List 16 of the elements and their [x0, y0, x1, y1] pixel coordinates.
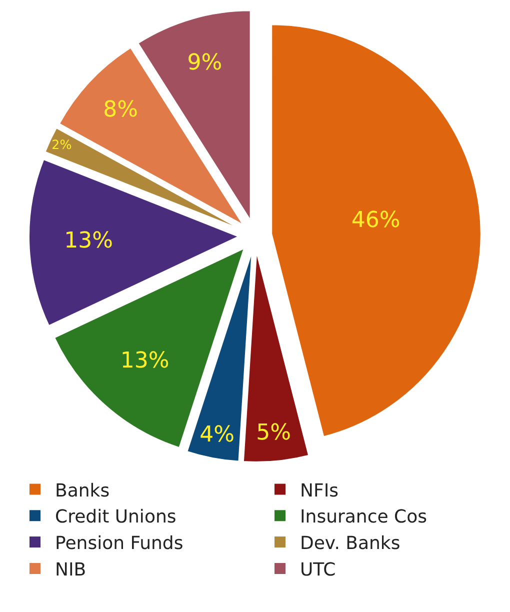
legend-label: Banks: [55, 480, 110, 502]
legend-label: Credit Unions: [55, 506, 176, 528]
legend-label: Dev. Banks: [300, 533, 400, 554]
data-label: 4%: [200, 422, 234, 448]
data-label: 2%: [52, 136, 72, 152]
legend-label: NFIs: [300, 480, 339, 502]
legend-label: UTC: [300, 559, 336, 580]
data-label: 8%: [103, 97, 138, 122]
data-label: 13%: [120, 348, 170, 374]
data-label: 5%: [256, 420, 292, 446]
data-label: 46%: [351, 208, 400, 234]
legend-label: Pension Funds: [55, 533, 184, 554]
data-label: 13%: [64, 228, 114, 254]
legend-label: Insurance Cos: [300, 506, 427, 528]
data-label: 9%: [187, 50, 222, 76]
legend-label: NIB: [55, 559, 86, 580]
